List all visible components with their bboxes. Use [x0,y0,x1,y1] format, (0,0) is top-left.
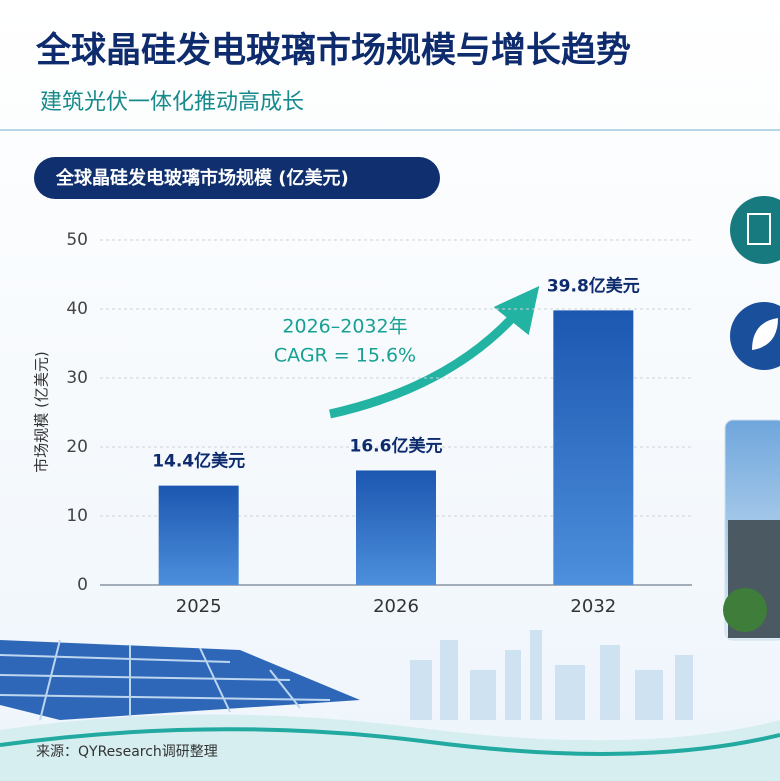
annotation: 2026–2032年 [282,316,407,338]
building-icon-shape [747,213,771,245]
skyline [410,630,693,720]
chart-title: 全球晶硅发电玻璃市场规模 (亿美元) [55,167,349,189]
title: 全球晶硅发电玻璃市场规模与增长趋势 [35,30,631,71]
solar-panel-grid [0,639,331,721]
y-tick-label: 30 [66,368,88,388]
bar [553,310,634,585]
annotation: CAGR = 15.6% [274,345,416,367]
wave-line [0,727,780,756]
x-tick-label: 2026 [373,596,419,617]
growth-arrow [329,285,540,419]
y-tick-label: 10 [66,506,88,526]
y-axis-label: 市场规模 (亿美元) [33,351,51,472]
value-label: 39.8亿美元 [547,275,640,296]
y-tick-label: 40 [66,299,88,319]
y-tick-label: 20 [66,437,88,457]
x-tick-label: 2032 [570,596,616,617]
photo-tree [723,588,767,632]
y-tick-label: 0 [77,575,88,595]
bar [158,485,239,585]
value-label: 14.4亿美元 [152,451,245,472]
bar [356,470,436,585]
source: 来源：QYResearch调研整理 [36,744,218,760]
subtitle: 建筑光伏一体化推动高成长 [40,90,304,115]
x-tick-label: 2025 [176,596,222,617]
value-label: 16.6亿美元 [350,435,443,456]
chart-title-pill [34,157,440,199]
y-tick-label: 50 [66,230,88,250]
leaf-icon-shape [752,318,778,350]
